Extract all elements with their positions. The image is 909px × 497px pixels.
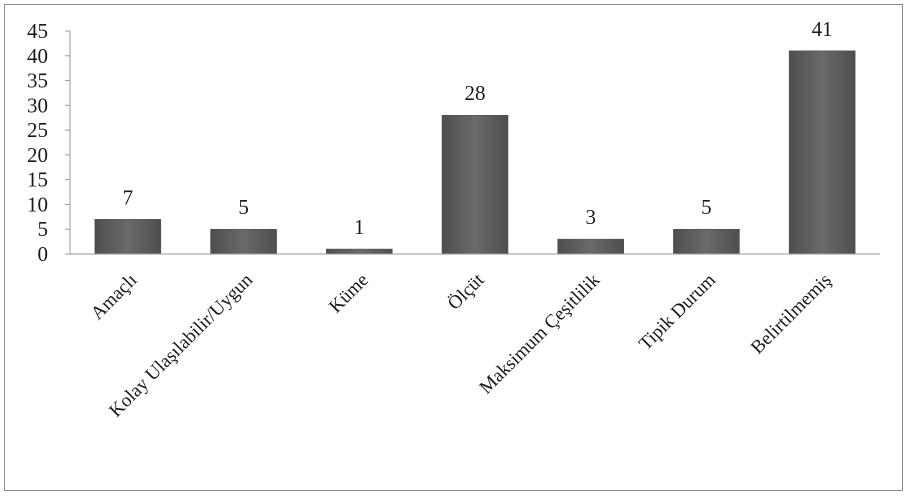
- data-label: 5: [701, 195, 712, 219]
- data-label: 28: [465, 81, 486, 105]
- bar: [788, 50, 856, 255]
- bar: [94, 219, 162, 255]
- y-tick-label: 10: [27, 192, 48, 216]
- y-tick-label: 0: [38, 242, 49, 266]
- category-label: Amaçlı: [87, 270, 141, 324]
- category-label: Belirtilmemiş: [747, 270, 836, 359]
- data-label: 3: [585, 205, 596, 229]
- category-label: Tipik Durum: [635, 270, 720, 355]
- data-label: 41: [812, 17, 833, 41]
- bar: [326, 248, 393, 255]
- y-tick-label: 15: [27, 168, 48, 192]
- bar: [441, 114, 509, 255]
- y-tick-label: 45: [27, 19, 48, 43]
- bar: [210, 228, 277, 255]
- data-label: 1: [354, 215, 365, 239]
- data-label: 7: [123, 185, 134, 209]
- y-tick-label: 5: [38, 217, 49, 241]
- bar: [557, 238, 624, 255]
- y-tick-label: 40: [27, 44, 48, 68]
- data-labels: 7 5 1 28 3 5 41: [123, 17, 833, 239]
- bars: [94, 50, 856, 255]
- data-label: 5: [238, 195, 249, 219]
- y-tick-label: 30: [27, 93, 48, 117]
- y-tick-label: 20: [27, 143, 48, 167]
- category-label: Maksimum Çeşitlilik: [476, 269, 605, 398]
- bar: [673, 228, 740, 255]
- category-label: Ölçüt: [444, 269, 489, 314]
- category-label: Küme: [325, 270, 373, 318]
- y-tick-label: 25: [27, 118, 48, 142]
- y-tick-label: 35: [27, 69, 48, 93]
